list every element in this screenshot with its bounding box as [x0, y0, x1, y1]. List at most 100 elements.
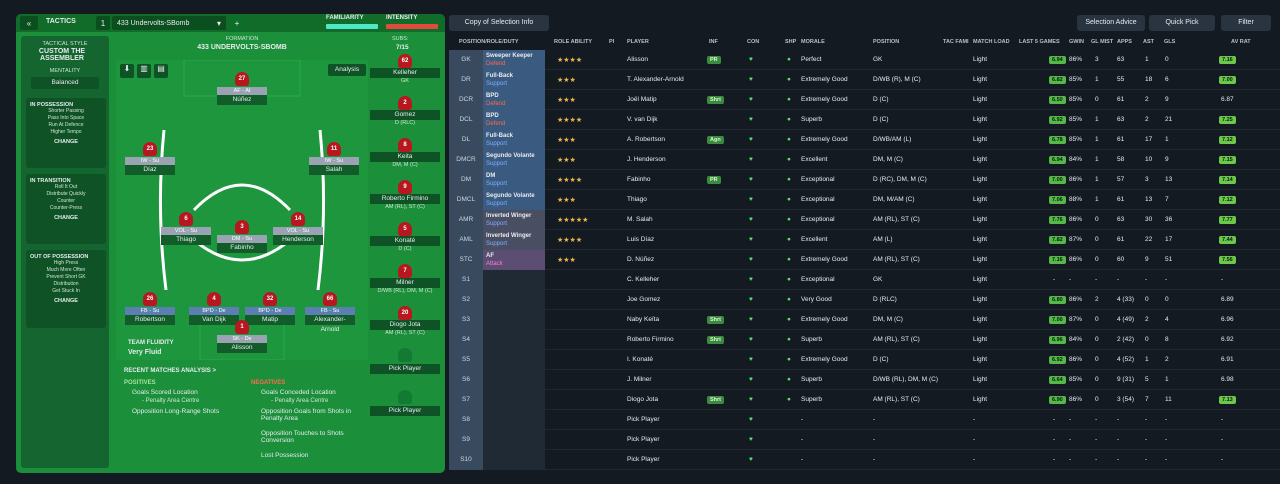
role-cell[interactable]: Full-Back Support: [483, 130, 545, 150]
col-header[interactable]: POSITION/ROLE/DUTY: [459, 39, 519, 45]
table-row[interactable]: DM DM Support ★★★★ Fabinho PR ♥ ● Exceptional D (…: [449, 170, 1280, 190]
table-row[interactable]: DCR BPD Defend ★★★ Joël Matip Shrt ♥ ● Extremely…: [449, 90, 1280, 110]
table-row[interactable]: DR Full-Back Support ★★★ T. Alexander-Arnold…: [449, 70, 1280, 90]
sub-slot[interactable]: 20 Diogo Jota AM (RL), ST (C): [370, 306, 440, 336]
analysis-button[interactable]: Analysis: [328, 64, 366, 76]
chevron-down-icon[interactable]: ▾: [212, 16, 226, 30]
col-header[interactable]: POSITION: [873, 39, 900, 45]
role-cell[interactable]: Segundo Volante Support: [483, 150, 545, 170]
pitch-player-7[interactable]: 4 BPD - De Van Dijk: [189, 292, 239, 325]
player-role[interactable]: FB - Su: [125, 307, 175, 315]
col-header[interactable]: INF: [709, 39, 718, 45]
pitch-player-0[interactable]: 27 AF - At Núñez: [217, 72, 267, 105]
pitch-player-5[interactable]: 14 VOL - Su Henderson: [273, 212, 323, 245]
col-header[interactable]: SHP: [785, 39, 797, 45]
col-header[interactable]: PLAYER: [627, 39, 649, 45]
chart-icon[interactable]: ▥: [137, 64, 151, 78]
col-header[interactable]: LAST 5 GAMES: [1019, 39, 1060, 45]
change-oop-button[interactable]: CHANGE: [54, 298, 78, 304]
col-header[interactable]: ROLE ABILITY: [554, 39, 592, 45]
player-role[interactable]: SK - De: [217, 335, 267, 343]
table-row[interactable]: DCL BPD Defend ★★★★ V. van Dijk ♥ ● Superb D (C)…: [449, 110, 1280, 130]
change-inp-button[interactable]: CHANGE: [54, 139, 78, 145]
sub-slot[interactable]: Pick Player: [370, 348, 440, 374]
copy-selection-button[interactable]: Copy of Selection Info: [449, 15, 549, 31]
pitch-player-6[interactable]: 26 FB - Su Robertson: [125, 292, 175, 325]
pitch-player-8[interactable]: 32 BPD - De Matip: [245, 292, 295, 325]
pitch-player-3[interactable]: 6 VOL - Su Thiago: [161, 212, 211, 245]
table-row[interactable]: GK Sweeper Keeper Defend ★★★★ Alisson PR ♥ ● Per…: [449, 50, 1280, 70]
sub-slot[interactable]: 7 Milner D/WB (RL), DM, M (C): [370, 264, 440, 294]
sub-slot[interactable]: 2 Gomez D (RLC): [370, 96, 440, 126]
mentality-select[interactable]: Balanced: [31, 77, 99, 89]
player-role[interactable]: DM - Su: [217, 235, 267, 243]
pitch-player-4[interactable]: 3 DM - Su Fabinho: [217, 220, 267, 253]
player-role[interactable]: FB - Su: [305, 307, 355, 315]
tactic-select[interactable]: 433 Undervolts-SBomb: [112, 16, 212, 30]
table-row[interactable]: S8 Pick Player ♥ - - - - - - - - - -: [449, 410, 1280, 430]
role-cell[interactable]: Segundo Volante Support: [483, 190, 545, 210]
player-role[interactable]: BPD - De: [245, 307, 295, 315]
table-row[interactable]: S6 J. Milner ♥ ● Superb D/WB (RL), DM, M (C) L…: [449, 370, 1280, 390]
filter-button[interactable]: Filter: [1221, 15, 1271, 31]
sub-slot[interactable]: 9 Roberto Firmino AM (RL), ST (C): [370, 180, 440, 210]
col-header[interactable]: AV RAT: [1231, 39, 1251, 45]
table-row[interactable]: S3 Naby Keïta Shrt ♥ ● Extremely Good DM, M (C…: [449, 310, 1280, 330]
pitch-player-10[interactable]: 1 SK - De Alisson: [217, 320, 267, 353]
role-cell[interactable]: Inverted Winger Support: [483, 210, 545, 230]
download-icon[interactable]: ⬇: [120, 64, 134, 78]
change-int-button[interactable]: CHANGE: [54, 215, 78, 221]
quick-pick-button[interactable]: Quick Pick: [1149, 15, 1215, 31]
selection-advice-button[interactable]: Selection Advice: [1077, 15, 1145, 31]
player-role[interactable]: VOL - Su: [273, 227, 323, 235]
table-row[interactable]: S2 Joe Gomez ♥ ● Very Good D (RLC) Light 6.80 86…: [449, 290, 1280, 310]
col-header[interactable]: GLS: [1164, 39, 1176, 45]
tactic-number[interactable]: 1: [96, 16, 110, 30]
col-header[interactable]: TAC FAMI: [943, 39, 969, 45]
pitch-player-9[interactable]: 66 FB - Su Alexander-Arnold: [305, 292, 355, 333]
player-role[interactable]: IW - Su: [309, 157, 359, 165]
col-header[interactable]: MATCH LOAD: [973, 39, 1010, 45]
table-row[interactable]: DMCL Segundo Volante Support ★★★ Thiago ♥ ● Exc…: [449, 190, 1280, 210]
player-role[interactable]: VOL - Su: [161, 227, 211, 235]
col-header[interactable]: PI: [609, 39, 615, 45]
collapse-icon[interactable]: «: [20, 16, 38, 30]
role-cell[interactable]: BPD Defend: [483, 90, 545, 110]
list-icon[interactable]: ▤: [154, 64, 168, 78]
col-header[interactable]: CON: [747, 39, 760, 45]
pitch-player-2[interactable]: 11 IW - Su Salah: [309, 142, 359, 175]
sub-slot[interactable]: Pick Player: [370, 390, 440, 416]
formation-name[interactable]: 433 UNDERVOLTS-SBOMB: [197, 44, 287, 51]
role-cell[interactable]: AF Attack: [483, 250, 545, 270]
player-role[interactable]: AF - At: [217, 87, 267, 95]
col-header[interactable]: MORALE: [801, 39, 825, 45]
table-row[interactable]: S10 Pick Player ♥ - - - - - - - - - -: [449, 450, 1280, 470]
col-header[interactable]: AST: [1143, 39, 1154, 45]
pitch-player-1[interactable]: 23 IW - Su Díaz: [125, 142, 175, 175]
player-role[interactable]: BPD - De: [189, 307, 239, 315]
col-header[interactable]: GWIN: [1069, 39, 1084, 45]
table-row[interactable]: DMCR Segundo Volante Support ★★★ J. Henderso…: [449, 150, 1280, 170]
col-header[interactable]: APPS: [1117, 39, 1132, 45]
table-row[interactable]: DL Full-Back Support ★★★ A. Robertson Agn ♥ ● Ex…: [449, 130, 1280, 150]
style-value[interactable]: CUSTOM THE ASSEMBLER: [38, 48, 86, 62]
table-row[interactable]: STC AF Attack ★★★ D. Núñez ♥ ● Extremely Good AM…: [449, 250, 1280, 270]
table-row[interactable]: AMR Inverted Winger Support ★★★★★ M. Salah ♥ ●…: [449, 210, 1280, 230]
col-header[interactable]: GL MIST: [1091, 39, 1114, 45]
role-cell[interactable]: Inverted Winger Support: [483, 230, 545, 250]
table-row[interactable]: S9 Pick Player ♥ - - - - - - - - - -: [449, 430, 1280, 450]
player-role[interactable]: IW - Su: [125, 157, 175, 165]
role-cell[interactable]: Sweeper Keeper Defend: [483, 50, 545, 70]
recent-analysis-title[interactable]: RECENT MATCHES ANALYSIS >: [124, 368, 216, 374]
sub-slot[interactable]: 8 Keita DM, M (C): [370, 138, 440, 168]
sub-slot[interactable]: 62 Kelleher GK: [370, 54, 440, 84]
role-cell[interactable]: BPD Defend: [483, 110, 545, 130]
table-row[interactable]: S4 Roberto Firmino Shrt ♥ ● Superb AM (RL), ST…: [449, 330, 1280, 350]
add-tactic-button[interactable]: +: [230, 16, 244, 30]
table-row[interactable]: S5 I. Konaté ♥ ● Extremely Good D (C) Light 6.9…: [449, 350, 1280, 370]
table-row[interactable]: S7 Diogo Jota Shrt ♥ ● Superb AM (RL), ST (C) L…: [449, 390, 1280, 410]
table-row[interactable]: S1 C. Kelleher ♥ ● Exceptional GK Light - - - - - - -: [449, 270, 1280, 290]
sub-slot[interactable]: 5 Konaté D (C): [370, 222, 440, 252]
table-row[interactable]: AML Inverted Winger Support ★★★★ Luis Díaz ♥ ●…: [449, 230, 1280, 250]
role-cell[interactable]: Full-Back Support: [483, 70, 545, 90]
